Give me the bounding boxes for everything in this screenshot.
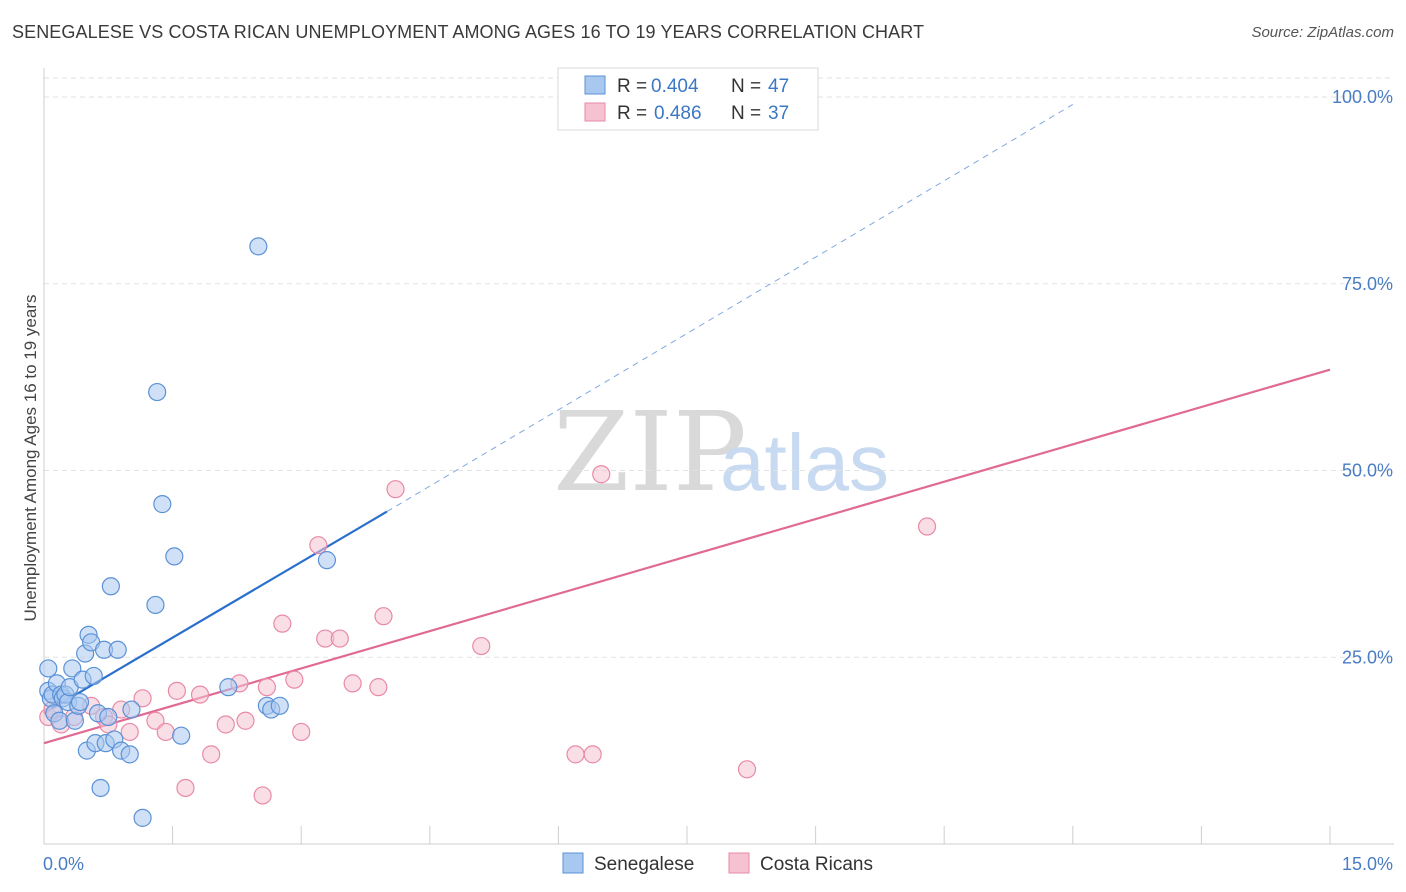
point-costa-ricans bbox=[369, 678, 388, 697]
legend-r-value-2: 0.486 bbox=[654, 103, 702, 124]
y-axis-label: Unemployment Among Ages 16 to 19 years bbox=[21, 295, 40, 622]
point-senegalese bbox=[63, 659, 82, 678]
point-senegalese bbox=[50, 711, 69, 730]
point-costa-ricans bbox=[386, 480, 405, 499]
point-costa-ricans bbox=[374, 607, 393, 626]
series-legend-label-senegalese: Senegalese bbox=[594, 854, 694, 875]
point-costa-ricans bbox=[156, 722, 175, 742]
point-costa-ricans bbox=[257, 678, 277, 697]
point-costa-ricans bbox=[146, 711, 165, 730]
series-legend-label-costa-ricans: Costa Ricans bbox=[760, 854, 873, 875]
point-costa-ricans bbox=[133, 689, 152, 708]
point-senegalese bbox=[153, 495, 172, 514]
point-senegalese bbox=[91, 778, 110, 798]
legend-n-value-2: 37 bbox=[768, 103, 789, 124]
point-senegalese bbox=[108, 640, 127, 659]
stats-legend: R = 0.404 N = 47 R = 0.486 N = 37 bbox=[557, 67, 819, 131]
point-costa-ricans bbox=[285, 670, 304, 689]
point-costa-ricans bbox=[309, 536, 328, 555]
point-senegalese bbox=[122, 700, 141, 719]
point-costa-ricans bbox=[167, 681, 186, 700]
point-senegalese bbox=[172, 726, 191, 745]
point-costa-ricans bbox=[343, 674, 362, 693]
point-costa-ricans bbox=[330, 629, 349, 648]
point-senegalese bbox=[84, 666, 103, 686]
series-legend-swatch-senegalese bbox=[562, 852, 584, 874]
point-costa-ricans bbox=[566, 745, 585, 764]
trend-line-costa-ricans bbox=[43, 368, 1331, 745]
point-senegalese bbox=[270, 696, 289, 715]
point-costa-ricans bbox=[120, 722, 139, 742]
y-tick-label: 75.0% bbox=[1342, 274, 1393, 294]
legend-r-label-1: R = bbox=[617, 76, 647, 97]
point-costa-ricans bbox=[202, 745, 221, 764]
watermark-zip: ZIP bbox=[553, 388, 747, 516]
point-senegalese bbox=[70, 692, 90, 712]
point-senegalese bbox=[39, 659, 58, 678]
point-costa-ricans bbox=[472, 636, 491, 656]
point-senegalese bbox=[101, 577, 120, 596]
legend-swatch-costa-ricans bbox=[584, 102, 606, 122]
watermark: ZIP atlas bbox=[553, 388, 889, 516]
point-costa-ricans bbox=[273, 614, 292, 633]
trend-extension-senegalese bbox=[386, 104, 1074, 513]
point-senegalese bbox=[165, 547, 184, 566]
point-senegalese bbox=[219, 678, 238, 697]
point-senegalese bbox=[133, 808, 152, 827]
point-senegalese bbox=[120, 745, 139, 764]
legend-r-value-1: 0.404 bbox=[651, 76, 699, 97]
point-senegalese bbox=[146, 595, 165, 615]
point-costa-ricans bbox=[583, 745, 602, 764]
chart-source: Source: ZipAtlas.com bbox=[1251, 24, 1394, 41]
legend-n-label-2: N = bbox=[731, 103, 761, 124]
x-tick-labels: 0.0% 15.0% bbox=[43, 854, 1393, 874]
gridlines bbox=[44, 77, 1394, 658]
y-tick-label: 25.0% bbox=[1342, 647, 1393, 667]
legend-n-label-1: N = bbox=[731, 76, 761, 97]
series-legend: Senegalese Costa Ricans bbox=[562, 852, 873, 875]
point-costa-ricans bbox=[236, 711, 255, 730]
watermark-atlas: atlas bbox=[720, 418, 889, 507]
point-costa-ricans bbox=[737, 760, 757, 779]
y-tick-label: 100.0% bbox=[1332, 87, 1393, 107]
point-costa-ricans bbox=[253, 786, 272, 805]
series-legend-swatch-costa-ricans bbox=[728, 852, 750, 874]
point-costa-ricans bbox=[592, 465, 611, 484]
point-senegalese bbox=[99, 707, 118, 727]
point-senegalese bbox=[317, 551, 337, 570]
y-tick-label: 50.0% bbox=[1342, 461, 1393, 481]
point-costa-ricans bbox=[917, 517, 937, 536]
point-costa-ricans bbox=[216, 715, 235, 734]
x-tick-label: 15.0% bbox=[1342, 854, 1393, 874]
point-costa-ricans bbox=[176, 778, 195, 798]
legend-swatch-senegalese bbox=[584, 75, 606, 95]
point-costa-ricans bbox=[190, 685, 210, 704]
chart-title: SENEGALESE VS COSTA RICAN UNEMPLOYMENT A… bbox=[12, 22, 925, 42]
legend-n-value-1: 47 bbox=[768, 76, 789, 97]
point-senegalese bbox=[65, 711, 84, 730]
point-costa-ricans bbox=[292, 722, 311, 742]
point-senegalese bbox=[148, 382, 167, 402]
x-tick-label: 0.0% bbox=[43, 854, 84, 874]
legend-r-label-2: R = bbox=[617, 103, 647, 124]
point-senegalese bbox=[249, 237, 268, 256]
data-points bbox=[39, 237, 937, 827]
y-tick-labels: 25.0% 50.0% 75.0% 100.0% bbox=[1332, 87, 1393, 667]
